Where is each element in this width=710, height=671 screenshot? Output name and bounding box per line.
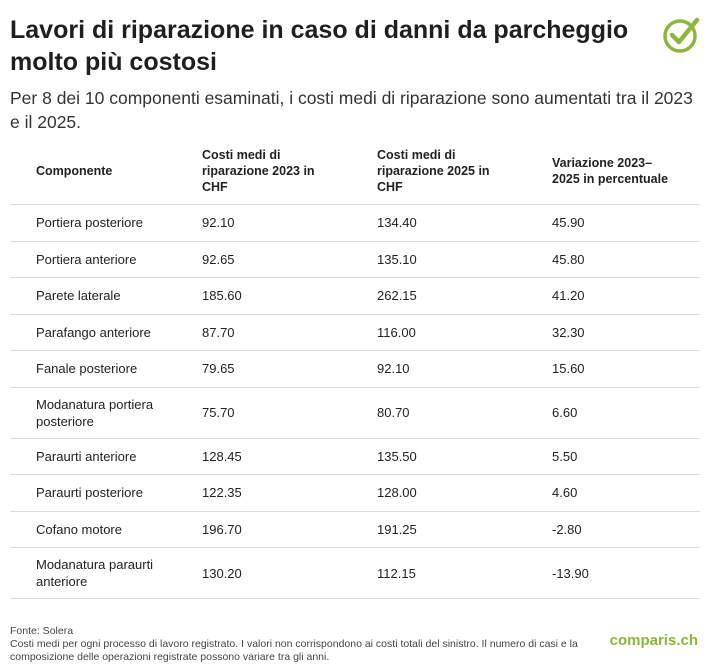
cell-change-percent: 32.30 <box>552 314 700 351</box>
cell-cost-2025: 135.10 <box>377 241 552 278</box>
cell-cost-2023: 92.65 <box>202 241 377 278</box>
cell-component: Portiera anteriore <box>10 241 202 278</box>
table-header-row: Componente Costi medi di riparazione 202… <box>10 138 700 205</box>
cell-change-percent: 15.60 <box>552 350 700 388</box>
cell-cost-2025: 112.15 <box>377 547 552 599</box>
cell-change-percent: -2.80 <box>552 511 700 548</box>
cell-cost-2025: 191.25 <box>377 511 552 548</box>
table-row: Parafango anteriore 87.70 116.00 32.30 <box>10 314 700 351</box>
column-header-cost-2023: Costi medi di riparazione 2023 in CHF <box>202 138 377 205</box>
cell-cost-2023: 130.20 <box>202 547 377 599</box>
cell-change-percent: 45.90 <box>552 204 700 242</box>
table-row: Paraurti anteriore 128.45 135.50 5.50 <box>10 438 700 475</box>
table-row: Modanatura paraurti anteriore 130.20 112… <box>10 547 700 599</box>
cell-cost-2023: 196.70 <box>202 511 377 548</box>
table-row: Modanatura portiera posteriore 75.70 80.… <box>10 387 700 439</box>
cell-cost-2023: 128.45 <box>202 438 377 475</box>
cell-cost-2025: 135.50 <box>377 438 552 475</box>
column-header-change-percent: Variazione 2023–2025 in percentuale <box>552 138 700 205</box>
subtitle: Per 8 dei 10 componenti esaminati, i cos… <box>10 88 693 132</box>
table-row: Fanale posteriore 79.65 92.10 15.60 <box>10 350 700 388</box>
repair-costs-table: Componente Costi medi di riparazione 202… <box>10 138 700 599</box>
cell-cost-2025: 92.10 <box>377 350 552 388</box>
footer-notes: Fonte: Solera Costi medi per ogni proces… <box>10 625 600 664</box>
methodology-note: Costi medi per ogni processo di lavoro r… <box>10 638 578 663</box>
table-row: Paraurti posteriore 122.35 128.00 4.60 <box>10 474 700 512</box>
cell-component: Cofano motore <box>10 511 202 548</box>
column-header-component: Componente <box>10 138 202 205</box>
cell-change-percent: -13.90 <box>552 547 700 599</box>
cell-change-percent: 45.80 <box>552 241 700 278</box>
cell-component: Portiera posteriore <box>10 204 202 242</box>
cell-component: Parete laterale <box>10 277 202 315</box>
cell-component: Modanatura portiera posteriore <box>10 387 202 439</box>
cell-cost-2023: 75.70 <box>202 387 377 439</box>
cell-change-percent: 5.50 <box>552 438 700 475</box>
cell-component: Parafango anteriore <box>10 314 202 351</box>
table-row: Parete laterale 185.60 262.15 41.20 <box>10 277 700 315</box>
cell-component: Paraurti posteriore <box>10 474 202 512</box>
cell-cost-2025: 262.15 <box>377 277 552 315</box>
cell-cost-2025: 134.40 <box>377 204 552 242</box>
cell-cost-2023: 185.60 <box>202 277 377 315</box>
cell-cost-2023: 92.10 <box>202 204 377 242</box>
source-note: Fonte: Solera <box>10 625 74 637</box>
cell-cost-2025: 128.00 <box>377 474 552 512</box>
table-row: Portiera posteriore 92.10 134.40 45.90 <box>10 204 700 242</box>
page-title: Lavori di riparazione in caso di danni d… <box>10 16 629 76</box>
cell-cost-2025: 116.00 <box>377 314 552 351</box>
cell-change-percent: 4.60 <box>552 474 700 512</box>
cell-change-percent: 41.20 <box>552 277 700 315</box>
cell-change-percent: 6.60 <box>552 387 700 439</box>
comparis-logo: comparis.ch <box>609 632 698 649</box>
cell-cost-2023: 79.65 <box>202 350 377 388</box>
cell-cost-2023: 87.70 <box>202 314 377 351</box>
cell-component: Paraurti anteriore <box>10 438 202 475</box>
cell-cost-2023: 122.35 <box>202 474 377 512</box>
check-circle-icon <box>663 17 700 53</box>
table-row: Cofano motore 196.70 191.25 -2.80 <box>10 511 700 548</box>
cell-component: Fanale posteriore <box>10 350 202 388</box>
column-header-cost-2025: Costi medi di riparazione 2025 in CHF <box>377 138 552 205</box>
cell-component: Modanatura paraurti anteriore <box>10 547 202 599</box>
table-row: Portiera anteriore 92.65 135.10 45.80 <box>10 241 700 278</box>
cell-cost-2025: 80.70 <box>377 387 552 439</box>
